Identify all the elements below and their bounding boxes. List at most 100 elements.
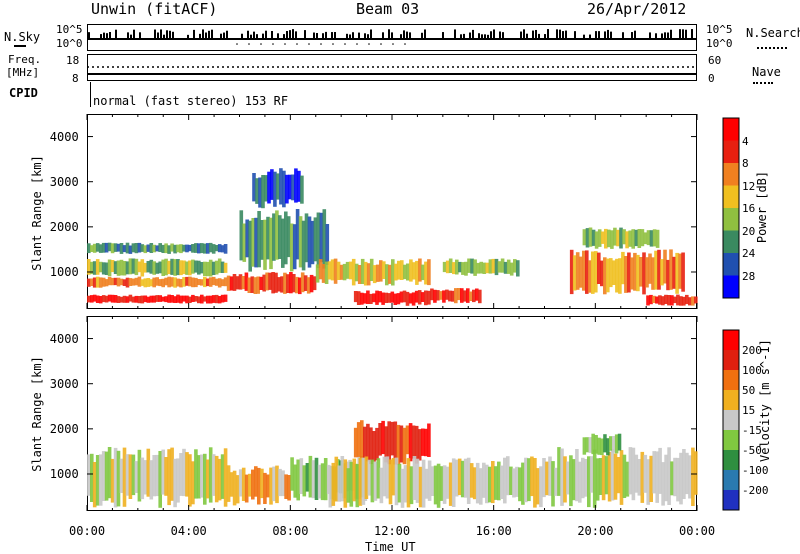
heatmap-band: [353, 420, 431, 465]
heatmap-cell: [361, 457, 366, 505]
heatmap-cell: [252, 173, 256, 202]
heatmap-cell: [430, 288, 434, 301]
heatmap-cell: [158, 295, 162, 302]
heatmap-cell: [451, 458, 456, 507]
heatmap-cell: [515, 466, 519, 497]
heatmap-cell: [217, 458, 222, 501]
heatmap-cell: [146, 261, 151, 273]
heatmap-cell: [378, 423, 382, 456]
heatmap-cell: [206, 243, 210, 254]
heatmap-cell: [261, 175, 265, 209]
heatmap-cell: [512, 468, 516, 498]
colorbar-segment: [723, 350, 739, 371]
heatmap-cell: [101, 277, 106, 287]
y-tick-label: 1000: [49, 264, 79, 279]
heatmap-cell: [500, 465, 504, 499]
heatmap-cell: [563, 456, 567, 503]
heatmap-cell: [688, 455, 692, 499]
heatmap-cell: [658, 295, 662, 305]
heatmap-cell: [631, 229, 635, 249]
heatmap-cell: [585, 228, 590, 248]
heatmap-cell: [457, 288, 461, 301]
heatmap-cell: [366, 263, 371, 286]
heatmap-cell: [494, 258, 499, 276]
heatmap-cell: [298, 216, 303, 268]
heatmap-cell: [682, 296, 686, 306]
heatmap-cell: [667, 295, 671, 306]
heatmap-cell: [584, 459, 588, 497]
heatmap-cell: [265, 272, 269, 291]
heatmap-band: [582, 433, 622, 456]
x-tick-label: 12:00: [374, 524, 411, 538]
heatmap-cell: [588, 227, 593, 247]
heatmap-band: [239, 209, 330, 272]
heatmap-cell: [220, 261, 225, 273]
heatmap-cell: [369, 427, 373, 465]
heatmap-cell: [95, 259, 100, 275]
heatmap-cell: [646, 230, 651, 246]
heatmap-cell: [206, 295, 210, 304]
heatmap-cell: [572, 459, 576, 501]
colorbar-tick-label: 12: [742, 179, 756, 193]
nave-tick-low: 0: [708, 72, 715, 85]
heatmap-cell: [191, 461, 195, 505]
heatmap-cell: [317, 464, 322, 499]
heatmap-cell: [116, 260, 121, 276]
heatmap-cell: [607, 451, 612, 502]
heatmap-cell: [618, 258, 622, 294]
heatmap-cell: [491, 461, 495, 504]
heatmap-cell: [269, 467, 273, 505]
heatmap-cell: [292, 224, 297, 270]
freq-tick-high: 18: [66, 54, 80, 67]
heatmap-cell: [369, 258, 374, 281]
heatmap-cell: [101, 242, 106, 253]
heatmap-cell: [421, 264, 425, 281]
heatmap-cell: [223, 448, 228, 507]
heatmap-cell: [448, 462, 453, 506]
colorbar-tick-label: -100: [742, 464, 769, 477]
heatmap-cell: [414, 425, 419, 464]
heatmap-cell: [666, 259, 670, 291]
heatmap-cell: [598, 458, 603, 495]
heatmap-cell: [226, 275, 231, 291]
heatmap-cell: [140, 295, 145, 304]
x-axis-title: Time UT: [365, 540, 416, 554]
heatmap-cell: [203, 243, 207, 254]
power-heatmap: [86, 114, 698, 309]
heatmap-cell: [619, 450, 624, 505]
heatmap-cell: [284, 211, 288, 265]
heatmap-cell: [363, 293, 367, 304]
heatmap-cell: [439, 466, 444, 501]
heatmap-cell: [367, 459, 372, 496]
heatmap-cell: [283, 272, 287, 294]
heatmap-cell: [460, 288, 464, 303]
heatmap-cell: [179, 260, 183, 276]
heatmap-cell: [176, 259, 180, 276]
heatmap-cell: [95, 455, 100, 506]
heatmap-cell: [379, 467, 384, 504]
heatmap-cell: [439, 291, 443, 300]
heatmap-cell: [643, 454, 648, 493]
heatmap-cell: [101, 451, 106, 501]
heatmap-cell: [188, 276, 192, 287]
colorbar-tick-label: -200: [742, 484, 769, 497]
heatmap-cell: [164, 277, 168, 286]
heatmap-cell: [309, 274, 314, 293]
heatmap-cell: [657, 249, 661, 290]
heatmap-cell: [400, 260, 404, 280]
heatmap-cell: [272, 213, 276, 261]
heatmap-cell: [278, 215, 282, 259]
heatmap-cell: [569, 455, 573, 507]
heatmap-cell: [211, 261, 216, 275]
heatmap-cell: [191, 244, 195, 253]
heatmap-cell: [685, 452, 689, 495]
heatmap-cell: [606, 258, 610, 293]
heatmap-cell: [223, 244, 228, 254]
heatmap-cell: [185, 244, 189, 253]
heatmap-cell: [381, 420, 385, 455]
heatmap-cell: [387, 293, 391, 303]
heatmap-cell: [266, 216, 270, 260]
heatmap-cell: [628, 230, 632, 247]
heatmap-cell: [613, 227, 617, 246]
heatmap-cell: [161, 296, 165, 302]
